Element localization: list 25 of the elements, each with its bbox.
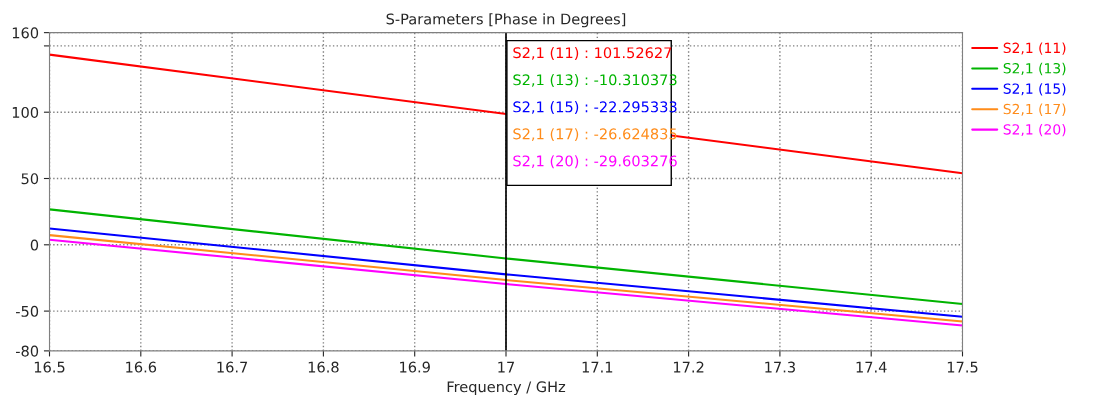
x-tick-label: 16.6: [126, 361, 157, 373]
annotation: S2,1 (11) : 101.52627: [513, 46, 672, 60]
y-tick-label: -80: [15, 345, 39, 357]
y-tick-label: 160: [12, 27, 39, 39]
x-tick-label: 17.2: [673, 361, 704, 373]
x-tick-label: 17: [498, 361, 515, 373]
chart-title: S-Parameters [Phase in Degrees]: [386, 13, 626, 28]
x-tick-label: 16.9: [400, 361, 430, 373]
x-tick-label: 16.5: [34, 361, 65, 373]
x-tick-label: 17.3: [765, 361, 795, 373]
x-tick-label: 16.7: [217, 361, 248, 373]
x-axis-title: Frequency / GHz: [447, 381, 566, 396]
legend-label: S2,1 (20): [1003, 123, 1066, 137]
x-tick-label: 17.5: [947, 361, 978, 373]
y-tick-label: 0: [30, 239, 39, 251]
legend-label: S2,1 (15): [1003, 83, 1066, 96]
y-tick-label: 50: [21, 173, 39, 185]
legend-label: S2,1 (13): [1003, 62, 1066, 76]
y-tick-label: -50: [15, 305, 39, 317]
x-tick-label: 16.8: [308, 361, 339, 373]
x-tick-label: 17.4: [856, 361, 887, 373]
legend-label: S2,1 (11): [1003, 42, 1066, 55]
y-tick-label: 100: [12, 106, 39, 118]
x-tick-label: 17.1: [582, 361, 613, 373]
legend-label: S2,1 (17): [1003, 103, 1066, 116]
